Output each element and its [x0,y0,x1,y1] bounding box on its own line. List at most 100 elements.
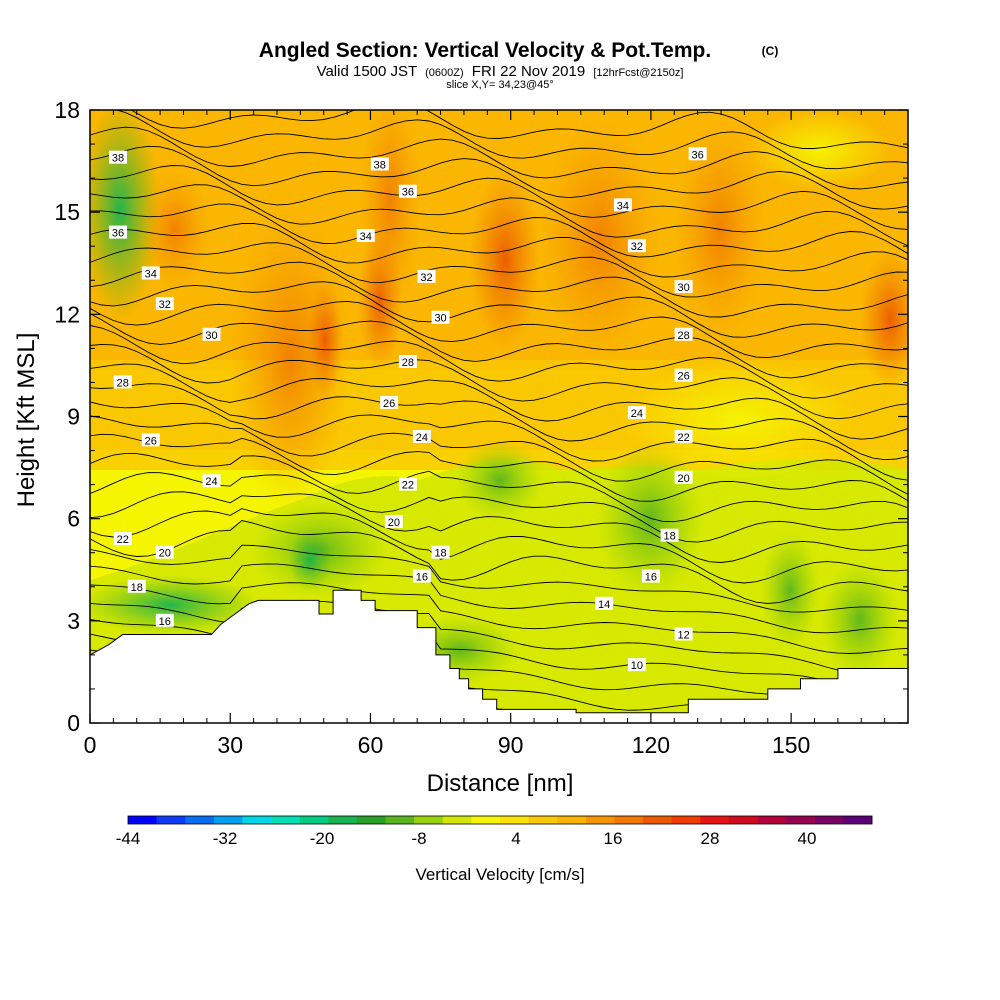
colorbar-tick-label: 28 [701,829,720,848]
isotherm-label-bg [674,470,693,484]
isotherm-label-text: 20 [388,517,400,529]
terrain-outline [90,589,908,723]
isotherm-label: 28 [398,355,417,369]
colorbar-swatch [414,816,444,824]
isotherm-label-bg [688,147,707,161]
isotherm-label-bg [627,406,646,420]
isotherm-label-text: 30 [434,313,446,325]
subtitle-valid: Valid 1500 JST [317,63,417,80]
colorbar-swatch [728,816,758,824]
isotherm-label-text: 24 [205,476,217,488]
colorbar-tick-label: -20 [310,829,335,848]
isotherm-line [114,110,908,170]
colorbar-swatch [585,816,615,824]
field-green-ridge-core [288,530,332,590]
isotherm-line [90,582,908,654]
isotherm-label-text: 18 [663,531,675,543]
isotherm-label: 24 [202,474,221,488]
isotherm-label-text: 36 [402,187,414,199]
isotherm-label: 22 [398,477,417,492]
isotherm-line [90,242,908,298]
isotherm-label-text: 38 [374,159,386,171]
isotherm-label-bg [370,157,389,171]
isotherm-line [90,184,908,247]
x-tick-label: 150 [772,732,810,758]
colorbar-swatch [156,816,186,824]
isotherm-label-text: 26 [383,398,395,410]
isotherm-line [90,145,908,210]
colorbar-swatch [700,816,730,824]
isotherm-label-text: 34 [145,268,157,280]
isotherm-label-text: 30 [678,282,690,294]
colorbar-swatch [614,816,644,824]
isotherm-label-text: 36 [692,149,704,161]
field-green-far-east [760,530,820,650]
colorbar-swatch [242,816,272,824]
colorbar: -44 -32 -20 -8 4 16 28 40 [116,815,873,848]
isotherm-label: 24 [412,429,431,444]
isotherm-label-bg [613,198,632,212]
isotherm-label: 28 [674,327,693,342]
isotherm-label: 38 [370,157,389,171]
isotherm-label: 32 [417,269,436,284]
isotherm-label: 20 [674,470,693,485]
isotherm-label: 30 [202,327,221,342]
isotherm-label-bg [431,310,450,324]
isotherm-line [90,415,908,495]
isotherm-label: 30 [431,310,450,325]
isotherm-line [90,325,908,399]
colorbar-swatch [757,816,787,824]
colorbar-swatch [185,816,215,824]
colorbar-swatch [557,816,587,824]
isotherm-label-bg [109,225,128,239]
isotherm-label-text: 30 [205,330,217,342]
isotherm-label-bg [384,515,403,529]
field-green-right-low [820,560,900,680]
isotherm-label: 34 [613,198,632,212]
colorbar-swatch [213,816,243,824]
y-tick-label: 12 [54,301,80,327]
isotherm-label: 26 [674,368,693,383]
isotherm-label-text: 32 [420,272,432,284]
isotherm-label-bg [380,395,399,409]
isotherm-label-bg [412,569,431,583]
isotherm-label: 36 [109,225,128,240]
colorbar-swatch [843,816,873,824]
isotherm-label-text: 20 [678,473,690,485]
chart-subtitle: Valid 1500 JST (0600Z) FRI 22 Nov 2019 [… [317,63,684,80]
isotherm-line [90,544,908,613]
isotherm-label-bg [431,545,450,559]
isotherm-label-text: 22 [402,480,414,492]
slice-label: slice X,Y= 34,23@45° [446,79,554,91]
isotherm-label-bg [674,327,693,341]
x-tick-label: 30 [217,732,243,758]
colorbar-swatch [385,816,415,824]
isotherm-label-text: 10 [631,660,643,672]
colorbar-swatch [643,816,672,824]
chart-title: Angled Section: Vertical Velocity & Pot.… [259,39,711,62]
colorbar-tick-label: -8 [411,829,426,848]
field-red-ridge [307,280,343,400]
isotherm-label-text: 24 [631,408,643,420]
isotherm-label: 24 [627,406,646,420]
isotherm-line [90,261,908,318]
chart-title-suffix: (C) [762,44,779,58]
isotherm-label: 16 [412,569,431,584]
isotherm-label-text: 18 [131,582,143,594]
field-yellow-mid-right [620,360,860,480]
isotherm-label: 28 [113,375,132,389]
isotherm-label: 18 [127,579,146,594]
x-tick-label: 60 [358,732,384,758]
isotherm-label-bg [398,477,417,491]
isotherm-label-text: 36 [112,228,124,240]
x-axis-label: Distance [nm] [427,770,574,797]
isotherm-label-bg [356,229,375,243]
isotherm-label-bg [398,184,417,198]
isotherm-label: 26 [380,395,399,410]
x-tick-label: 90 [498,732,524,758]
x-tick-label: 120 [632,732,670,758]
subtitle-utc: (0600Z) [425,67,464,79]
isotherm-label-text: 22 [117,534,129,546]
field-orange-far-east [675,120,765,340]
